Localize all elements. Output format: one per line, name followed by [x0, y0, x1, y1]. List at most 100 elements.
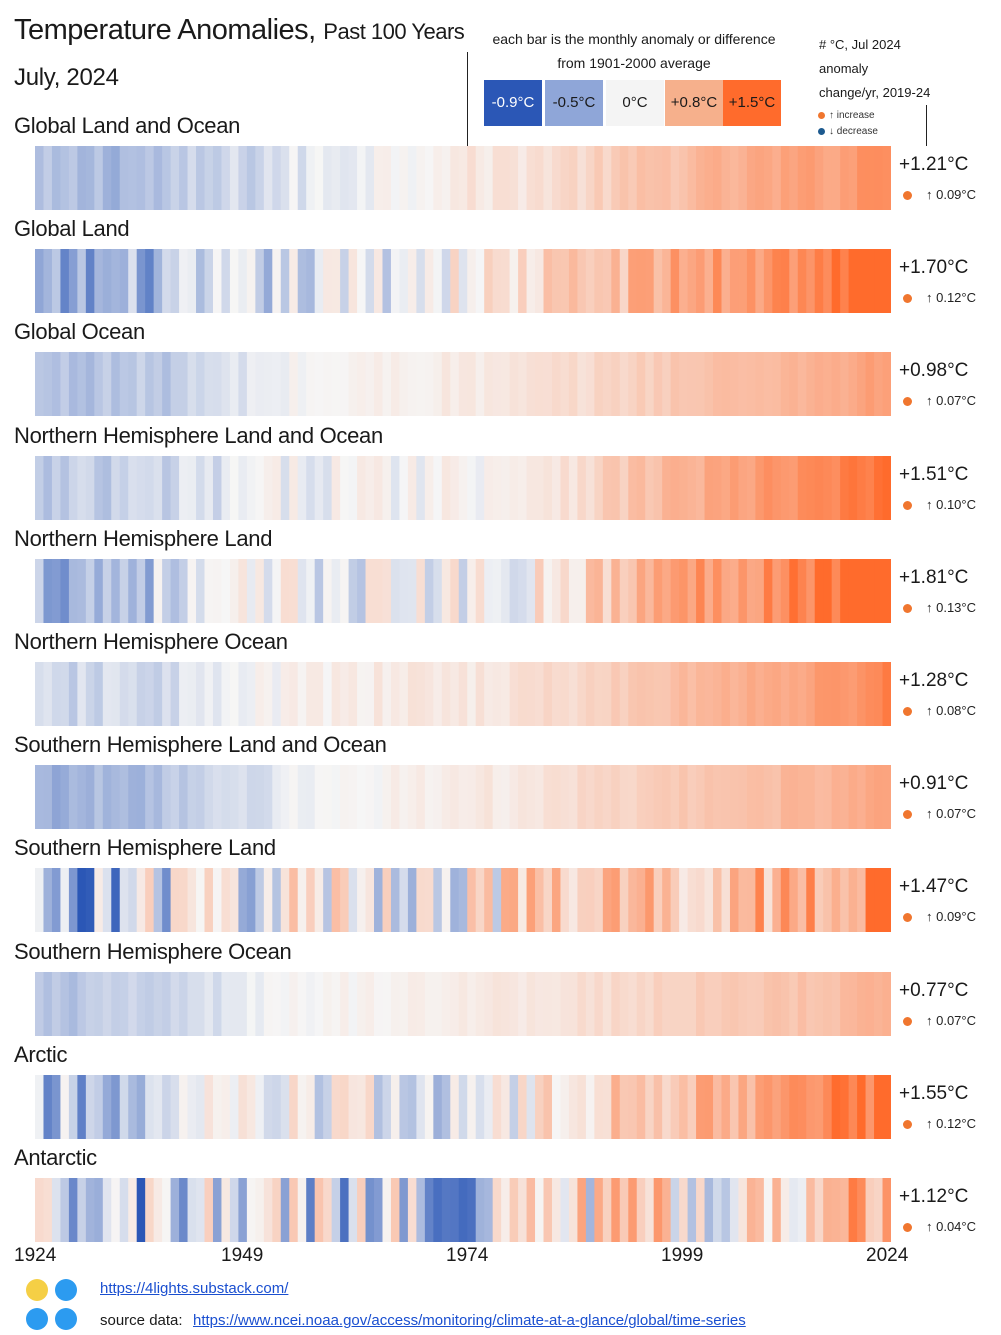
year-stripe — [314, 558, 324, 623]
year-stripe — [526, 1178, 536, 1242]
year-stripe — [306, 352, 316, 417]
key-line2: anomaly — [819, 61, 869, 76]
year-stripe — [416, 352, 426, 417]
site-link[interactable]: https://4lights.substack.com/ — [100, 1280, 289, 1297]
year-stripe — [297, 1074, 307, 1139]
year-stripe — [416, 455, 426, 520]
year-stripe — [526, 455, 536, 520]
year-stripe — [594, 558, 604, 623]
year-stripe — [535, 868, 545, 933]
year-stripe — [467, 249, 477, 314]
year-stripe — [670, 971, 680, 1036]
year-stripe — [374, 765, 384, 830]
year-stripe — [509, 765, 519, 830]
year-stripe — [568, 352, 579, 417]
year-stripe — [501, 1178, 511, 1242]
year-stripe — [696, 868, 706, 933]
year-stripe — [848, 455, 858, 520]
year-stripe — [196, 455, 206, 520]
year-stripe — [187, 868, 197, 933]
year-stripe — [577, 558, 587, 623]
year-stripe — [602, 146, 612, 210]
year-stripe — [535, 558, 545, 623]
year-stripe — [85, 971, 95, 1036]
year-stripe — [255, 352, 265, 417]
year-stripe — [492, 352, 502, 417]
year-stripe — [814, 765, 824, 830]
year-stripe — [382, 1074, 392, 1139]
year-stripe — [340, 765, 350, 830]
year-stripe — [94, 249, 104, 314]
year-stripe — [314, 971, 324, 1036]
year-stripe — [145, 352, 155, 417]
year-stripe — [390, 249, 401, 314]
change-per-year: ↑ 0.07°C — [903, 393, 976, 408]
increase-dot-icon — [903, 1119, 912, 1129]
year-stripe — [297, 765, 307, 830]
year-stripe — [204, 558, 214, 623]
year-stripe — [382, 249, 392, 314]
year-stripe — [467, 352, 477, 417]
year-stripe — [111, 455, 121, 520]
year-stripe — [102, 455, 112, 520]
year-stripe — [246, 146, 256, 210]
year-stripe — [60, 249, 70, 314]
year-stripe — [780, 662, 790, 726]
year-stripe — [128, 249, 138, 314]
year-stripe — [865, 1178, 875, 1242]
year-stripe — [221, 558, 231, 623]
year-stripe — [763, 352, 773, 417]
year-stripe — [390, 146, 401, 210]
change-text: ↑ 0.09°C — [926, 187, 977, 202]
year-stripe — [374, 1178, 384, 1242]
year-stripe — [458, 765, 468, 830]
year-stripe — [111, 146, 121, 210]
year-stripe — [636, 765, 646, 830]
year-stripe — [204, 765, 214, 830]
year-stripe — [43, 971, 53, 1036]
year-stripe — [763, 662, 773, 726]
year-stripe — [535, 1178, 545, 1242]
year-stripe — [840, 868, 850, 933]
year-stripe — [585, 971, 595, 1036]
year-stripe — [60, 971, 70, 1036]
change-text: ↑ 0.09°C — [926, 909, 977, 925]
year-stripe — [433, 765, 443, 830]
year-stripe — [77, 971, 87, 1036]
year-stripe — [560, 1074, 570, 1139]
year-stripe — [272, 249, 282, 314]
year-stripe — [179, 352, 189, 417]
year-stripe — [865, 765, 875, 830]
year-stripe — [687, 1074, 697, 1139]
year-stripe — [594, 1178, 604, 1242]
year-stripe — [136, 662, 146, 726]
year-stripe — [399, 765, 409, 830]
x-tick-label: 2024 — [866, 1245, 909, 1266]
increase-dot-icon — [903, 1016, 912, 1026]
anomaly-value: +1.28°C — [899, 670, 969, 691]
chart-subtitle: July, 2024 — [14, 64, 119, 91]
year-stripe — [263, 1074, 273, 1139]
year-stripe — [585, 765, 595, 830]
source-data-link[interactable]: https://www.ncei.noaa.gov/access/monitor… — [193, 1312, 746, 1329]
year-stripe — [882, 868, 891, 933]
year-stripe — [102, 1178, 112, 1242]
year-stripe — [874, 662, 884, 726]
year-stripe — [85, 1178, 95, 1242]
year-stripe — [365, 249, 375, 314]
year-stripe — [357, 765, 367, 830]
year-stripe — [704, 868, 714, 933]
year-stripe — [628, 146, 638, 210]
change-text: ↑ 0.07°C — [926, 806, 977, 822]
anomaly-value: +0.77°C — [899, 979, 969, 1001]
legend-description-line1: each bar is the monthly anomaly or diffe… — [492, 31, 776, 47]
key-line1: # °C, Jul 2024 — [819, 37, 901, 52]
series-label: Southern Hemisphere Land and Ocean — [14, 732, 387, 758]
year-stripe — [467, 868, 477, 933]
year-stripe — [441, 1178, 451, 1242]
year-stripe — [746, 868, 756, 933]
year-stripe — [238, 455, 248, 520]
year-stripe — [399, 146, 409, 210]
year-stripe — [696, 1178, 706, 1242]
change-text: ↑ 0.07°C — [926, 1012, 977, 1028]
